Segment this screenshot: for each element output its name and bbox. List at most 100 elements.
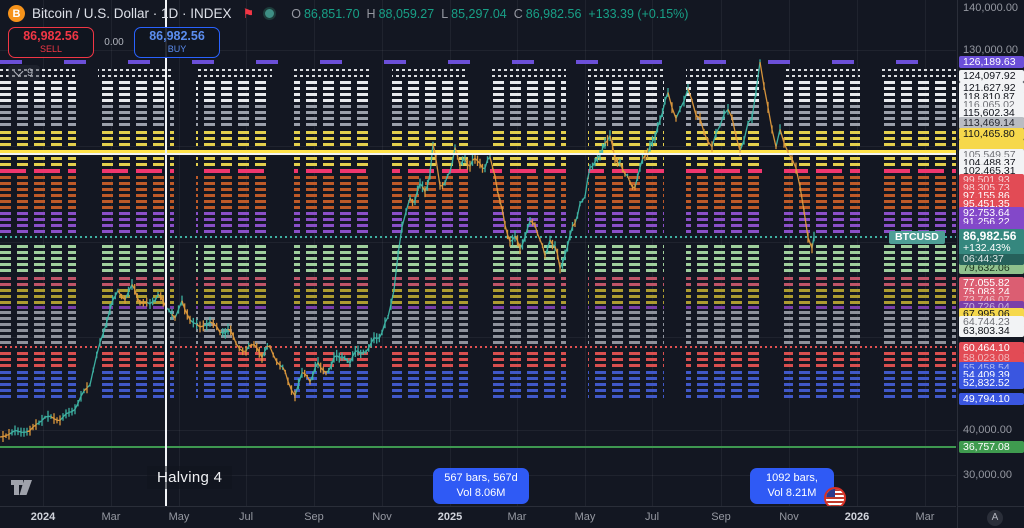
level-band-row bbox=[0, 75, 956, 77]
chart-header: B Bitcoin / U.S. Dollar · 1D · INDEX ⚑ O… bbox=[8, 5, 688, 81]
level-band-row bbox=[0, 212, 956, 215]
spread-value: 0.00 bbox=[104, 37, 124, 48]
halving-vertical-line[interactable] bbox=[165, 0, 167, 506]
level-band-row bbox=[0, 263, 956, 266]
buy-button[interactable]: 86,982.56 BUY bbox=[134, 27, 220, 58]
level-band-row bbox=[0, 117, 956, 120]
level-band-row bbox=[0, 224, 956, 227]
level-band-row bbox=[0, 377, 956, 380]
level-line bbox=[0, 346, 956, 348]
time-axis-label: Jul bbox=[238, 511, 254, 523]
price-axis-label: 126,189.63 bbox=[959, 56, 1024, 68]
time-axis-label: May bbox=[574, 511, 596, 523]
time-axis-label: Sep bbox=[304, 511, 324, 523]
level-band-row bbox=[0, 289, 956, 292]
level-band-row bbox=[0, 169, 956, 173]
level-band-row bbox=[0, 341, 956, 344]
price-axis-label: 110,465.80 bbox=[959, 128, 1024, 140]
level-band-row bbox=[0, 364, 956, 367]
level-band-row bbox=[0, 335, 956, 338]
level-band-row bbox=[0, 200, 956, 203]
level-band-row bbox=[0, 389, 956, 392]
gridline-horizontal bbox=[0, 430, 956, 431]
price-axis-tick: 40,000.00 bbox=[963, 424, 1012, 436]
current-price-label: 86,982.56 +132.43% 06:44:37 bbox=[959, 229, 1024, 265]
range-box-1-volume: Vol 8.06M bbox=[456, 487, 506, 499]
price-axis-label: 52,832.52 bbox=[959, 377, 1024, 389]
price-axis-tick: 140,000.00 bbox=[963, 2, 1019, 14]
level-line bbox=[0, 150, 956, 153]
bar-countdown: 06:44:37 bbox=[959, 254, 1024, 265]
price-axis-label: 63,803.34 bbox=[959, 325, 1024, 337]
price-axis-label: 124,097.92 bbox=[959, 70, 1024, 82]
level-band-row bbox=[0, 105, 956, 108]
level-band-row bbox=[0, 87, 956, 90]
chevron-down-icon bbox=[13, 66, 24, 77]
level-band-row bbox=[0, 182, 956, 185]
indicators-collapse-button[interactable]: 9 bbox=[8, 65, 41, 81]
level-band-row bbox=[0, 176, 956, 179]
level-band-row bbox=[0, 137, 956, 140]
level-band-row bbox=[0, 131, 956, 134]
level-band-row bbox=[0, 93, 956, 96]
level-band-row bbox=[0, 352, 956, 355]
level-band-row bbox=[0, 81, 956, 84]
date-range-box-2[interactable]: 1092 bars, Vol 8.21M bbox=[750, 468, 846, 506]
level-band-row bbox=[0, 69, 956, 71]
level-line bbox=[0, 446, 956, 448]
price-axis-label: 36,757.08 bbox=[959, 441, 1024, 453]
ohlc-values: O 86,851.70 H 88,059.27 L 85,297.04 C 86,982… bbox=[291, 6, 689, 21]
axis-corner: A bbox=[957, 506, 1024, 528]
sell-button[interactable]: 86,982.56 SELL bbox=[8, 27, 94, 58]
time-axis-label: May bbox=[168, 511, 190, 523]
bitcoin-icon: B bbox=[8, 5, 25, 22]
level-band-row bbox=[0, 194, 956, 197]
price-axis[interactable]: 140,000.00 130,000.00 126,189.63 124,097.92… bbox=[957, 0, 1024, 506]
flag-icon[interactable]: ⚑ bbox=[242, 5, 255, 21]
level-band-row bbox=[0, 218, 956, 221]
price-axis-label: 115,602.34 bbox=[959, 107, 1024, 119]
market-status-icon[interactable] bbox=[263, 7, 277, 20]
level-band-row bbox=[0, 323, 956, 326]
tradingview-logo[interactable] bbox=[10, 479, 33, 501]
symbol-tag: BTCUSD bbox=[889, 231, 945, 244]
level-band-row bbox=[0, 317, 956, 320]
range-box-2-volume: Vol 8.21M bbox=[767, 487, 817, 499]
auto-scale-button[interactable]: A bbox=[987, 510, 1003, 526]
time-axis[interactable]: 2024 Mar May Jul Sep Nov 2025 Mar May Jul Sep Nov 20… bbox=[0, 506, 956, 528]
range-box-2-bars: 1092 bars, bbox=[766, 472, 818, 484]
price-axis-label: 60,464.10 bbox=[959, 342, 1024, 354]
level-band-row bbox=[0, 295, 956, 298]
level-band-row bbox=[0, 283, 956, 286]
date-range-box-1[interactable]: 567 bars, 567d Vol 8.06M bbox=[433, 468, 529, 504]
time-axis-label: Nov bbox=[372, 511, 392, 523]
level-band-row bbox=[0, 257, 956, 260]
time-axis-label: 2026 bbox=[844, 511, 870, 523]
level-band-row bbox=[0, 358, 956, 361]
symbol-title[interactable]: Bitcoin / U.S. Dollar · 1D · INDEX bbox=[32, 6, 232, 21]
level-band-row bbox=[0, 306, 956, 309]
level-band-row bbox=[0, 60, 956, 64]
gridline-horizontal bbox=[0, 50, 956, 51]
level-band-row bbox=[0, 245, 956, 248]
change-value: +133.39 (+0.15%) bbox=[588, 6, 689, 21]
price-axis-label bbox=[959, 139, 1024, 151]
level-band-row bbox=[0, 383, 956, 386]
level-band-row bbox=[0, 329, 956, 332]
price-axis-label: 113,469.14 bbox=[959, 117, 1024, 129]
range-box-1-bars: 567 bars, 567d bbox=[444, 472, 518, 484]
level-band-row bbox=[0, 301, 956, 304]
gridline-horizontal bbox=[0, 242, 956, 243]
level-band-row bbox=[0, 269, 956, 272]
level-band-row bbox=[0, 206, 956, 209]
halving-label[interactable]: Halving 4 bbox=[147, 466, 233, 489]
us-flag-event-icon[interactable] bbox=[824, 487, 846, 506]
chart-canvas[interactable]: Halving 4 567 bars, 567d Vol 8.06M 1092 … bbox=[0, 0, 956, 506]
time-axis-label: Mar bbox=[101, 511, 121, 523]
time-axis-label: Nov bbox=[779, 511, 799, 523]
time-axis-label: 2024 bbox=[30, 511, 56, 523]
level-band-row bbox=[0, 99, 956, 102]
price-series bbox=[0, 59, 815, 442]
horizontal-line-drawing[interactable] bbox=[0, 153, 956, 155]
